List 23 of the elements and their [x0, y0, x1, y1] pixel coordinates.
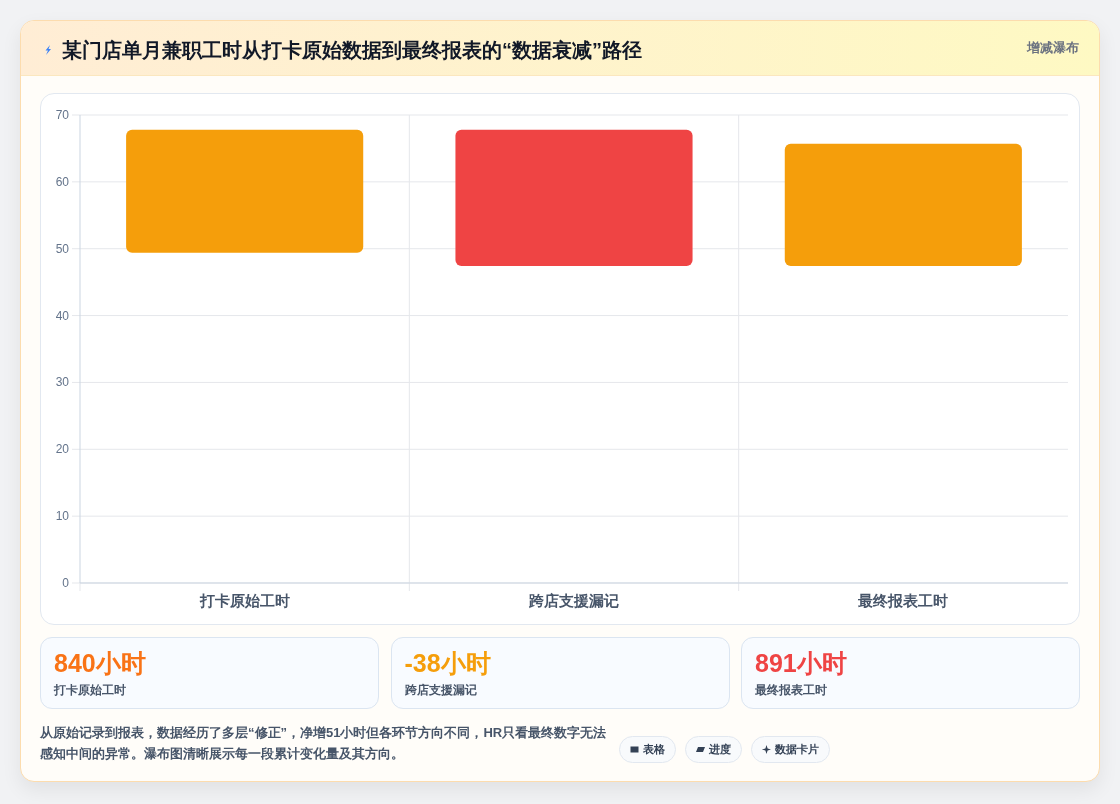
text: 从原始记录到报表，数据经历了多层“修正”，净增51小时但各环节方向不同，HR只看最终数字无法感知中间的异常。瀑布图清晰展示每一段累计变化量及其方向。: [40, 724, 608, 763]
text: 跨店支援漏记: [404, 683, 477, 697]
x-tick-label: 跨店支援漏记: [528, 592, 619, 609]
text: 增减瀑布: [1027, 40, 1079, 56]
y-tick-label: 70: [55, 108, 70, 122]
y-tick-label: 10: [55, 509, 70, 524]
y-tick-label: 40: [55, 308, 70, 323]
y-tick-label: 60: [55, 174, 70, 189]
y-tick-label: 0: [62, 576, 70, 590]
y-tick-label: 20: [55, 442, 70, 457]
text: 进度: [709, 742, 731, 757]
text: 数据卡片: [775, 742, 819, 757]
x-tick-label: 最终报表工时: [857, 593, 949, 609]
text: 打卡原始工时: [54, 683, 126, 697]
text: 840小时: [54, 648, 146, 678]
y-tick-label: 50: [55, 241, 70, 256]
y-tick-label: 30: [55, 375, 70, 390]
text: 891小时: [755, 648, 847, 678]
chart-title: 某门店单月兼职工时从打卡原始数据到最终报表的“数据衰减”路径: [62, 38, 642, 63]
text: 表格: [643, 742, 665, 757]
text: 最终报表工时: [755, 683, 827, 697]
text: -38小时: [404, 648, 491, 678]
x-tick-label: 打卡原始工时: [198, 593, 290, 609]
